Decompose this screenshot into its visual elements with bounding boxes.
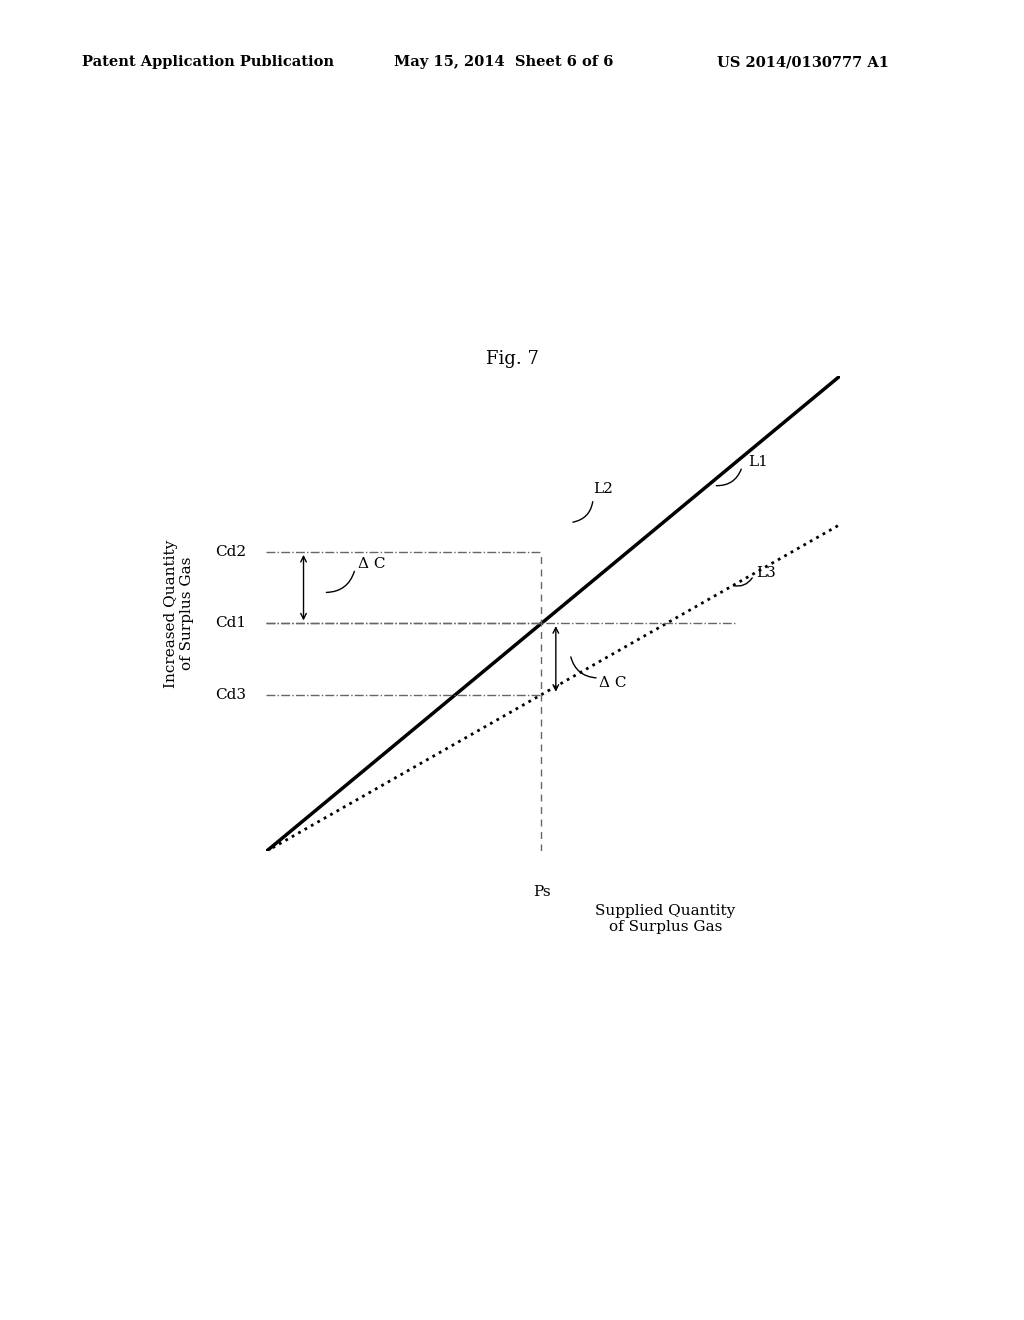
- Text: Cd2: Cd2: [215, 545, 246, 560]
- Text: L1: L1: [748, 454, 768, 469]
- Text: Fig. 7: Fig. 7: [485, 350, 539, 368]
- Text: Increased Quantity
of Surplus Gas: Increased Quantity of Surplus Gas: [164, 540, 195, 688]
- Text: Δ C: Δ C: [358, 557, 385, 572]
- Text: L3: L3: [757, 566, 776, 579]
- Text: Supplied Quantity
of Surplus Gas: Supplied Quantity of Surplus Gas: [596, 904, 735, 935]
- Text: Patent Application Publication: Patent Application Publication: [82, 55, 334, 70]
- Text: May 15, 2014  Sheet 6 of 6: May 15, 2014 Sheet 6 of 6: [394, 55, 613, 70]
- Text: Δ C: Δ C: [599, 676, 627, 690]
- Text: Cd3: Cd3: [215, 688, 246, 702]
- Text: Cd1: Cd1: [215, 616, 246, 631]
- Text: L2: L2: [593, 482, 613, 496]
- Text: US 2014/0130777 A1: US 2014/0130777 A1: [717, 55, 889, 70]
- Text: Ps: Ps: [532, 884, 550, 899]
